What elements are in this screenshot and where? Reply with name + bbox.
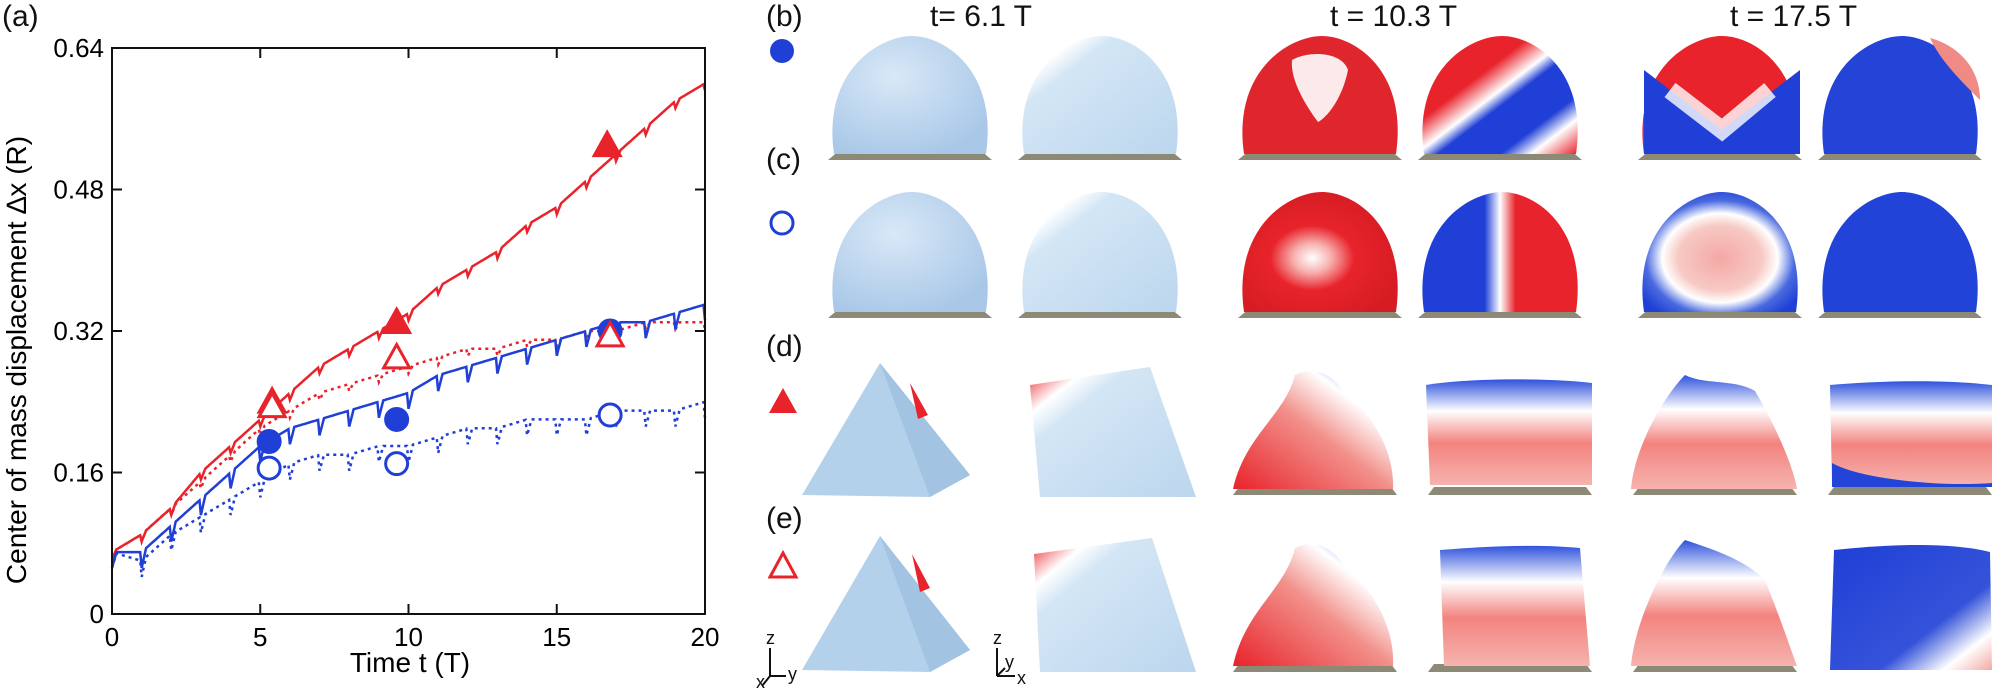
snapshot-d-3	[1233, 371, 1397, 495]
time-header-1: t= 6.1 T	[930, 0, 1033, 33]
marker-filled-blue-circle	[384, 406, 410, 432]
axes-triad-right: z y x	[985, 628, 1045, 692]
marker-open-blue-circle	[597, 402, 623, 428]
marker-open-blue-circle	[256, 455, 282, 481]
x-tick-label: 10	[394, 622, 423, 652]
snapshot-d-4	[1426, 379, 1592, 495]
snapshot-e-5	[1631, 540, 1797, 672]
x-tick-label: 15	[542, 622, 571, 652]
marker-open-red-triangle	[594, 319, 626, 348]
panel-label-a: (a)	[2, 0, 39, 33]
snapshot-d-2	[1030, 367, 1196, 497]
x-tick-label: 20	[691, 622, 720, 652]
x-axis-label: Time t (T)	[350, 647, 470, 678]
snapshot-d-6	[1828, 381, 1992, 495]
axis-z-right: z	[993, 628, 1002, 648]
displacement-chart: 0 5 10 15 20 0 0.16 0.32 0.48 0.64 Time t (T) Cen…	[1, 33, 720, 678]
snapshot-c-2	[1018, 192, 1182, 318]
axis-x-left: x	[756, 672, 765, 692]
snapshot-c-6	[1818, 192, 1982, 318]
snapshot-b-2	[1018, 36, 1182, 160]
y-tick-label: 0.32	[53, 316, 104, 346]
snapshot-e-1	[802, 536, 970, 672]
snapshot-e-2	[1034, 538, 1196, 672]
time-header-2: t = 10.3 T	[1330, 0, 1458, 33]
axes-triad-right-icon	[996, 648, 1015, 677]
snapshot-b-6	[1818, 36, 1982, 160]
axes-triad-left: z x y	[756, 628, 818, 692]
y-tick-label: 0.16	[53, 458, 104, 488]
snapshot-b-1	[828, 36, 992, 160]
panel-label-c: (c)	[766, 143, 801, 176]
axis-z-left: z	[766, 628, 775, 648]
panel-label-b: (b)	[766, 0, 803, 33]
axes-triad-left-icon	[761, 648, 786, 687]
snapshot-b-3	[1238, 36, 1402, 160]
axis-y-right: y	[1005, 652, 1014, 672]
snapshot-e-4	[1428, 545, 1592, 672]
series-line-dotted-blue	[110, 400, 707, 578]
marker-open-red-triangle	[381, 341, 413, 370]
panel-label-d: (d)	[766, 330, 803, 363]
snapshot-c-5	[1638, 192, 1802, 318]
x-tick-label: 0	[105, 622, 119, 652]
snapshot-e-3	[1233, 544, 1397, 672]
snapshot-c-3	[1238, 192, 1402, 318]
axis-y-left: y	[788, 664, 797, 684]
marker-open-red-triangle	[256, 390, 288, 419]
row-b-marker-icon	[770, 39, 794, 63]
marker-open-blue-circle	[384, 451, 410, 477]
snapshot-b-4	[1418, 36, 1582, 160]
axis-x-right: x	[1017, 668, 1026, 688]
snapshot-d-1	[802, 363, 970, 497]
marker-filled-red-triangle	[591, 129, 623, 158]
y-tick-label: 0.48	[53, 175, 104, 205]
y-axis-label: Center of mass displacement ∆x (R)	[1, 136, 32, 584]
snapshot-c-1	[828, 192, 992, 318]
snapshot-c-4	[1418, 192, 1582, 318]
snapshot-e-6	[1830, 545, 1992, 670]
row-c-marker-icon	[769, 210, 795, 236]
panel-label-e: (e)	[766, 502, 803, 535]
series-line-solid-red	[110, 82, 707, 560]
y-tick-label: 0	[90, 599, 104, 629]
x-tick-label: 5	[253, 622, 267, 652]
row-d-marker-icon	[769, 388, 797, 413]
marker-filled-red-triangle	[381, 306, 413, 335]
y-tick-label: 0.64	[53, 33, 104, 63]
row-e-marker-icon	[768, 550, 799, 579]
snapshot-b-5	[1638, 36, 1802, 160]
snapshot-d-5	[1631, 375, 1797, 495]
marker-filled-blue-circle	[256, 429, 282, 455]
time-header-3: t = 17.5 T	[1730, 0, 1858, 33]
